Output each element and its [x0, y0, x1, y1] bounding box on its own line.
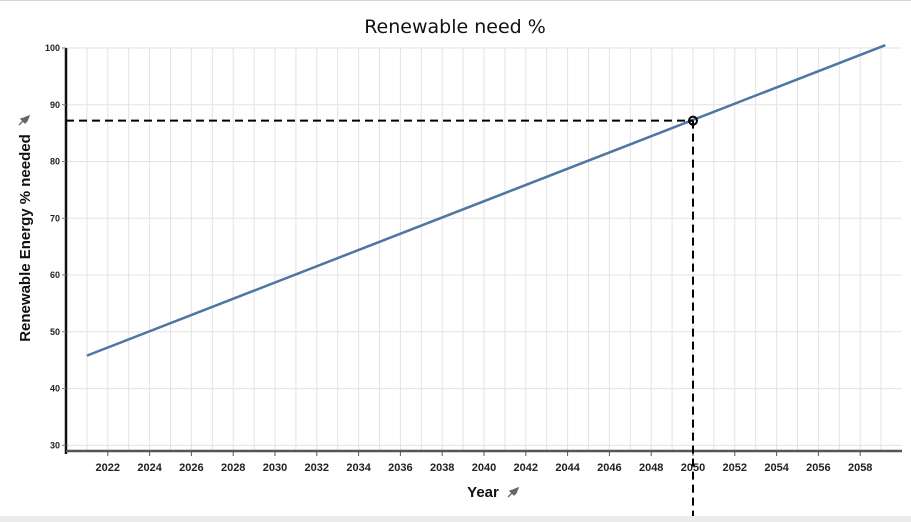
- y-tick-label: 30: [50, 440, 60, 450]
- y-tick-label: 100: [45, 43, 60, 53]
- chart-title: Renewable need %: [364, 16, 546, 38]
- highlight-point: [688, 115, 698, 126]
- axis-layer: 30 40 50 60 70 80 90 100 2022 2024 2026 2028 2030 203…: [45, 43, 902, 474]
- x-tick-label: 2054: [764, 462, 789, 474]
- guide-layer: [66, 115, 698, 516]
- x-tick-label: 2042: [514, 462, 538, 474]
- y-axis-title: Renewable Energy % needed: [17, 134, 34, 342]
- y-tick-label: 70: [50, 213, 60, 223]
- y-tick-label: 40: [50, 384, 60, 394]
- x-tick-label: 2024: [137, 462, 162, 474]
- series-line: [86, 43, 886, 357]
- x-tick-label: 2056: [806, 462, 830, 474]
- x-axis-pin-icon[interactable]: [507, 486, 520, 498]
- y-tick-label: 80: [50, 157, 60, 167]
- x-tick-label: 2052: [723, 462, 747, 474]
- x-tick-label: 2034: [346, 462, 371, 474]
- x-tick-label: 2028: [221, 462, 245, 474]
- grid-layer: [66, 47, 902, 451]
- page-bottom-border: [0, 516, 911, 522]
- y-tick-label: 50: [50, 327, 60, 337]
- x-tick-label: 2032: [305, 462, 329, 474]
- x-tick-label: 2036: [388, 462, 412, 474]
- x-tick-label: 2044: [555, 462, 580, 474]
- y-tick-label: 60: [50, 270, 60, 280]
- pin-icon: [507, 486, 520, 498]
- y-tick-label: 90: [50, 100, 60, 110]
- x-tick-label: 2048: [639, 462, 663, 474]
- y-axis-pin-icon[interactable]: [18, 114, 31, 126]
- x-tick-label: 2046: [597, 462, 621, 474]
- page-top-border: [0, 0, 911, 1]
- x-tick-label: 2058: [848, 462, 872, 474]
- x-tick-label: 2022: [96, 462, 120, 474]
- pin-icon: [18, 114, 31, 126]
- x-tick-label: 2030: [263, 462, 287, 474]
- x-tick-label: 2026: [179, 462, 203, 474]
- x-axis-title: Year: [467, 484, 499, 501]
- x-tick-label: 2050: [681, 462, 705, 474]
- x-tick-label: 2040: [472, 462, 496, 474]
- x-tick-label: 2038: [430, 462, 454, 474]
- series-layer: [86, 43, 886, 357]
